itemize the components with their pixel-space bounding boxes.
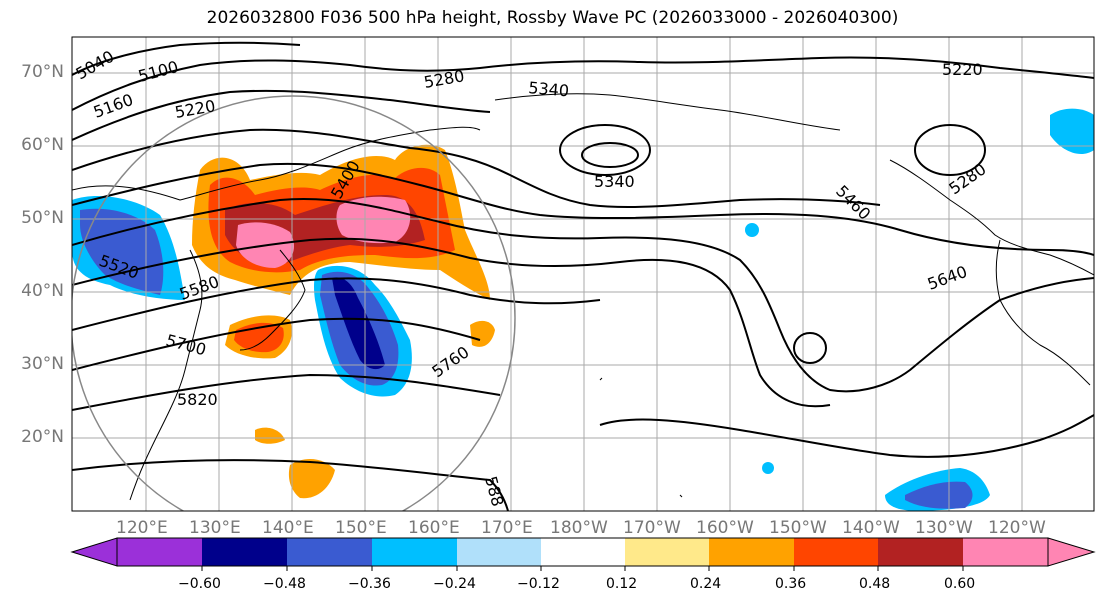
colorbar-segment	[709, 538, 794, 566]
lat-label: 40°N	[21, 281, 64, 301]
colorbar-segment	[794, 538, 878, 566]
map-frame	[71, 36, 1095, 512]
colorbar-segment	[541, 538, 625, 566]
colorbar-segment	[963, 538, 1048, 566]
colorbar-segment	[457, 538, 541, 566]
lat-label: 30°N	[21, 354, 64, 374]
colorbar-segment	[202, 538, 287, 566]
colorbar-tick-label: 0.60	[944, 576, 976, 592]
lon-label: 120°E	[116, 518, 168, 538]
colorbar-tick-label: 0.48	[859, 576, 891, 592]
graticule	[72, 37, 1094, 511]
colorbar	[70, 537, 1096, 571]
lon-label: 140°W	[842, 518, 900, 538]
coastlines	[72, 93, 1094, 501]
colorbar-segment	[287, 538, 372, 566]
lat-label: 60°N	[21, 135, 64, 155]
colorbar-segment	[625, 538, 709, 566]
contour-label: 5340	[528, 78, 570, 100]
lon-label: 170°W	[623, 518, 681, 538]
colorbar-tick-label: 0.12	[606, 576, 638, 592]
lon-label: 150°E	[335, 518, 387, 538]
lon-label: 140°E	[262, 518, 314, 538]
lon-label: 160°W	[696, 518, 754, 538]
colorbar-tick-label: 0.24	[690, 576, 722, 592]
colorbar-frame	[116, 537, 1049, 567]
colorbar-tick-label: −0.24	[433, 576, 476, 592]
colorbar-tick-label: −0.48	[263, 576, 306, 592]
contour-label: 5820	[177, 390, 218, 409]
lat-label: 20°N	[21, 427, 64, 447]
colorbar-segment	[878, 538, 963, 566]
colorbar-segment	[1047, 537, 1096, 567]
contour-label: 5220	[942, 60, 983, 79]
colorbar-tick-label: −0.12	[517, 576, 560, 592]
colorbar-tick-label: −0.60	[178, 576, 221, 592]
lon-label: 120°W	[988, 518, 1046, 538]
colorbar-segment	[117, 538, 202, 566]
colorbar-tick-label: −0.36	[348, 576, 391, 592]
lon-label: 180°W	[550, 518, 608, 538]
lon-label: 130°E	[189, 518, 241, 538]
focus-circle	[72, 95, 516, 511]
contour-label: 5340	[594, 172, 635, 191]
lon-label: 150°W	[769, 518, 827, 538]
lat-label: 70°N	[21, 62, 64, 82]
colorbar-segment	[372, 538, 457, 566]
lon-label: 130°W	[915, 518, 973, 538]
lon-label: 170°E	[481, 518, 533, 538]
map-title: 2026032800 F036 500 hPa height, Rossby W…	[206, 8, 899, 28]
lat-label: 50°N	[21, 208, 64, 228]
colorbar-segment	[70, 537, 118, 567]
colorbar-tick-label: 0.36	[775, 576, 807, 592]
lon-label: 160°E	[408, 518, 460, 538]
height-contours	[72, 41, 1094, 511]
